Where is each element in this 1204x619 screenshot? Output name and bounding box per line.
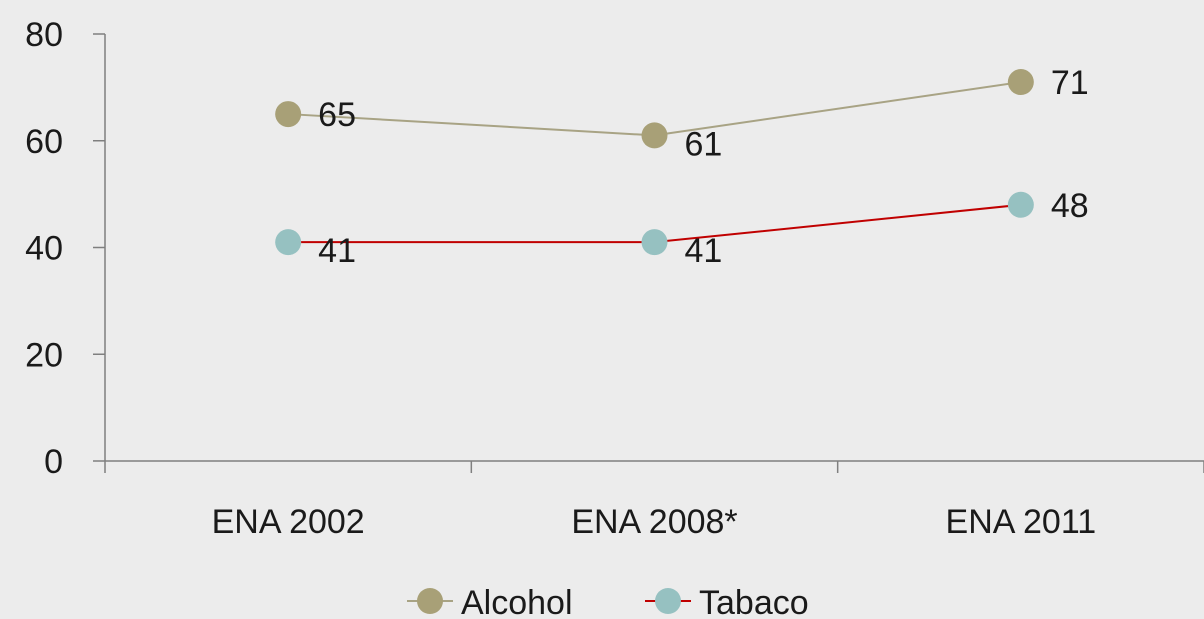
data-label-tabaco: 41 — [318, 232, 356, 270]
y-tick-label: 60 — [25, 123, 63, 161]
series-lines — [288, 81, 1021, 244]
data-point-tabaco — [641, 229, 668, 256]
data-label-tabaco: 48 — [1051, 187, 1089, 225]
legend-label-alcohol: Alcohol — [461, 584, 573, 619]
data-label-alcohol: 71 — [1051, 64, 1089, 102]
y-tick-label: 0 — [44, 443, 63, 481]
data-label-alcohol: 65 — [318, 96, 356, 134]
x-tick-label: ENA 2011 — [946, 503, 1097, 541]
y-tick-label: 20 — [25, 336, 63, 374]
series-points — [275, 69, 1034, 256]
data-label-alcohol: 61 — [685, 125, 723, 163]
data-labels: 65 61 71 41 41 48 — [318, 64, 1088, 270]
data-point-alcohol — [1007, 69, 1034, 96]
y-tick-label: 80 — [25, 16, 63, 54]
legend-marker-tabaco — [655, 588, 681, 614]
legend-label-tabaco: Tabaco — [699, 584, 809, 619]
x-tick-label: ENA 2008* — [571, 503, 737, 541]
y-tick-label: 40 — [25, 230, 63, 268]
data-point-tabaco — [1007, 191, 1034, 218]
data-point-tabaco — [275, 229, 302, 256]
legend: Alcohol Tabaco — [407, 584, 809, 619]
data-label-tabaco: 41 — [685, 232, 723, 270]
data-point-alcohol — [641, 122, 668, 149]
chart-axes: 0 20 40 60 80 ENA 2002 ENA 2008* ENA 2011 — [25, 16, 1204, 541]
data-point-alcohol — [275, 101, 302, 128]
x-tick-label: ENA 2002 — [212, 503, 365, 541]
legend-marker-alcohol — [417, 588, 443, 614]
